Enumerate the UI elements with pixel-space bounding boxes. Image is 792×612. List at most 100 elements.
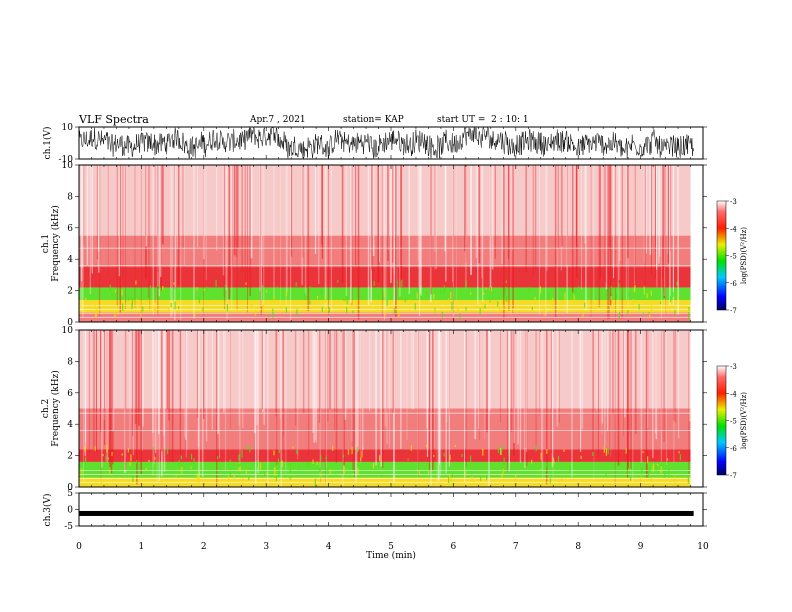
spec-speckle xyxy=(272,308,274,312)
spec-streak xyxy=(396,165,398,285)
spec-speckle xyxy=(546,462,548,468)
ch3-waveform-frame xyxy=(78,492,704,527)
spec-speckle xyxy=(278,449,280,454)
spec-speckle xyxy=(153,305,155,308)
x-tick-label: 1 xyxy=(139,542,145,552)
spec-speckle xyxy=(384,310,386,316)
spec-streak xyxy=(257,330,259,473)
ch1-spectrogram-y-tick-label: 4 xyxy=(67,255,73,265)
spec-streak xyxy=(263,330,265,425)
spec-streak xyxy=(610,330,612,457)
spec-streak xyxy=(168,330,170,421)
colorbar-tick-label: -6 xyxy=(730,280,737,288)
ch1-spectrogram-ylabel-line: ch.1 xyxy=(41,234,51,253)
spec-speckle xyxy=(670,296,672,303)
spec-streak xyxy=(512,165,514,314)
spec-streak xyxy=(532,165,535,275)
spec-speckle xyxy=(174,301,176,310)
spec-speckle xyxy=(687,477,689,484)
spec-streak xyxy=(232,165,233,269)
spec-streak xyxy=(211,330,213,430)
spec-streak xyxy=(328,165,329,315)
spec-speckle xyxy=(181,466,183,475)
spec-streak xyxy=(158,330,160,435)
spec-streak xyxy=(118,165,121,277)
spec-speckle xyxy=(276,286,278,289)
spec-streak xyxy=(351,330,353,442)
spec-streak xyxy=(386,330,388,413)
spec-streak xyxy=(380,330,382,467)
spec-speckle xyxy=(490,286,492,292)
spec-speckle xyxy=(584,302,586,308)
spec-speckle xyxy=(286,291,288,297)
spec-speckle xyxy=(321,306,323,312)
spec-streak xyxy=(430,330,431,414)
spec-speckle xyxy=(285,307,287,313)
spec-streak xyxy=(95,330,97,453)
spec-speckle xyxy=(357,468,359,475)
spec-streak xyxy=(174,165,176,320)
spec-speckle xyxy=(196,475,198,483)
spec-streak xyxy=(122,165,124,279)
spec-streak xyxy=(225,165,227,291)
spec-streak xyxy=(535,330,537,451)
spec-speckle xyxy=(618,282,620,290)
spec-speckle xyxy=(275,476,277,482)
spec-streak xyxy=(634,165,636,280)
spec-speckle xyxy=(357,463,359,466)
spec-streak xyxy=(510,330,513,433)
spec-streak xyxy=(489,165,491,291)
spec-speckle xyxy=(674,476,676,483)
spec-streak xyxy=(367,165,370,305)
spec-streak xyxy=(387,165,389,262)
spec-speckle xyxy=(652,465,654,473)
spec-speckle xyxy=(479,307,481,315)
spec-streak xyxy=(158,330,160,482)
spec-speckle xyxy=(262,285,264,292)
spec-streak xyxy=(489,330,491,411)
spec-speckle xyxy=(582,311,584,318)
spec-speckle xyxy=(647,456,649,464)
spec-speckle xyxy=(296,449,298,455)
spec-streak xyxy=(205,165,207,281)
spec-streak xyxy=(658,165,660,264)
spec-speckle xyxy=(278,470,280,476)
spec-streak xyxy=(610,165,612,306)
spec-speckle xyxy=(650,305,652,313)
spec-streak xyxy=(334,330,335,430)
spec-speckle xyxy=(262,304,264,313)
spec-speckle xyxy=(553,460,555,465)
spec-streak xyxy=(377,165,380,283)
spec-streak xyxy=(187,330,189,451)
spec-streak xyxy=(216,330,218,487)
spec-streak xyxy=(456,165,457,302)
spec-speckle xyxy=(361,450,363,458)
spec-streak xyxy=(152,330,154,434)
spec-streak xyxy=(302,330,305,415)
spec-streak xyxy=(154,165,156,304)
spec-band-red-dense xyxy=(79,449,691,462)
ch1-spectrogram-y-tick-label: 8 xyxy=(67,192,73,202)
spec-streak xyxy=(477,330,480,430)
spec-streak xyxy=(464,165,466,252)
spec-streak xyxy=(111,330,114,465)
spec-streak xyxy=(203,165,205,260)
spec-speckle xyxy=(321,288,323,295)
spec-streak xyxy=(400,165,402,281)
spec-speckle xyxy=(80,304,82,308)
ch2-spectrogram-y-tick-label: 4 xyxy=(67,420,73,430)
spec-speckle xyxy=(149,285,151,289)
spec-streak xyxy=(83,330,84,483)
spec-speckle xyxy=(572,295,574,299)
spec-band-green xyxy=(79,461,691,478)
spec-streak xyxy=(106,330,108,462)
spec-streak xyxy=(608,165,610,319)
spec-speckle xyxy=(534,296,536,304)
spec-speckle xyxy=(650,290,652,296)
spec-streak xyxy=(335,330,338,463)
spec-streak xyxy=(297,330,299,460)
spec-speckle xyxy=(81,468,83,477)
spec-streak xyxy=(242,330,244,429)
spec-streak xyxy=(470,165,472,275)
spec-speckle xyxy=(289,462,291,466)
